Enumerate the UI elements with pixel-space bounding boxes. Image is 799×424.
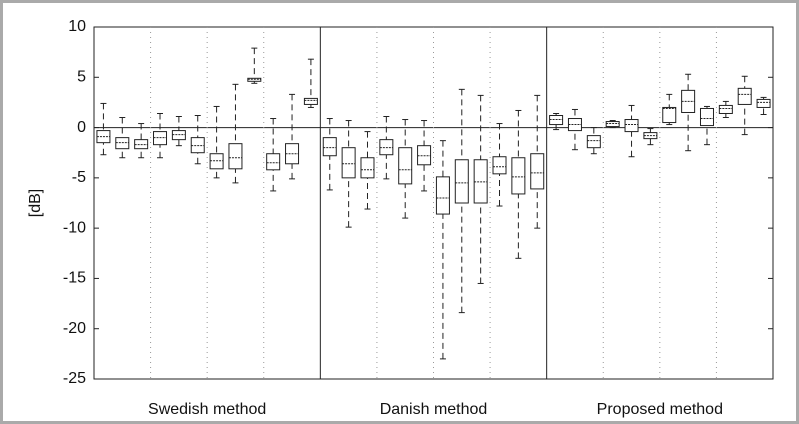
box [699, 107, 714, 127]
box [171, 130, 186, 141]
y-tick-label: 10 [68, 18, 86, 35]
box [153, 131, 168, 146]
y-tick-label: 5 [77, 69, 86, 86]
box [605, 121, 620, 128]
box [209, 153, 224, 170]
box [322, 137, 337, 157]
y-tick-label: -15 [63, 270, 86, 287]
box [511, 157, 526, 195]
box [228, 143, 243, 170]
box [190, 137, 205, 154]
box [435, 176, 450, 215]
y-tick-label: -20 [63, 320, 86, 337]
y-tick-label: -10 [63, 219, 86, 236]
box [303, 97, 318, 105]
box [586, 135, 601, 149]
box [341, 147, 356, 179]
box [737, 87, 752, 105]
box [454, 159, 469, 204]
box [247, 77, 262, 82]
y-axis-label: [dB] [27, 189, 44, 217]
box [398, 147, 413, 185]
y-tick-label: -5 [72, 169, 86, 186]
group-label: Danish method [380, 401, 488, 418]
box [549, 115, 564, 126]
y-tick-label: -25 [63, 370, 86, 387]
box [718, 104, 733, 114]
box [134, 139, 149, 150]
y-tick-label: 0 [77, 119, 86, 136]
box [492, 156, 507, 175]
group-label: Proposed method [597, 401, 723, 418]
box [266, 153, 281, 171]
group-label: Swedish method [148, 401, 266, 418]
box [662, 106, 677, 124]
box [756, 98, 771, 108]
box [417, 145, 432, 166]
box [379, 139, 394, 156]
box [360, 157, 375, 179]
box [473, 159, 488, 204]
box [115, 137, 130, 150]
box [624, 119, 639, 133]
box [530, 153, 545, 190]
